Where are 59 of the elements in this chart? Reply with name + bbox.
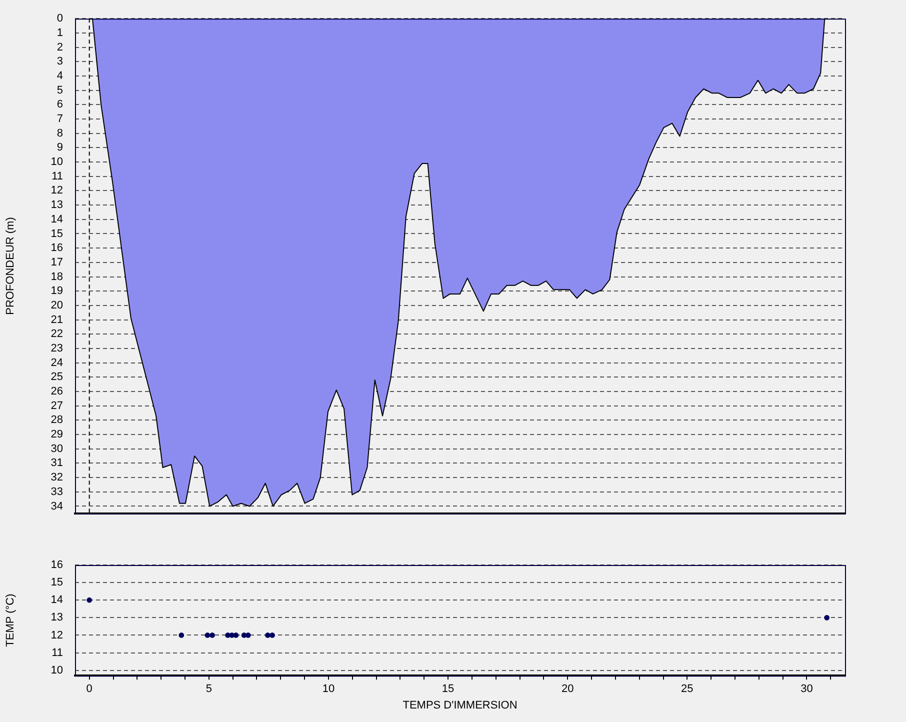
y-tick-label: 1 [56,26,63,39]
y-tick-label: 25 [50,371,63,384]
y-tick-label: 11 [52,646,63,659]
y-tick-label: 29 [50,428,63,441]
y-tick-label: 20 [50,299,63,312]
y-tick-label: 31 [50,457,63,470]
y-tick-label: 26 [50,386,63,398]
y-tick-label: 9 [56,142,63,154]
x-tick-label: 5 [206,683,212,696]
x-tick-label: 25 [681,683,694,696]
y-tick-label: 15 [50,576,63,589]
y-tick-label: 4 [56,70,63,82]
y-tick-label: 16 [50,242,63,254]
y-tick-label: 33 [50,486,63,498]
y-tick-label: 11 [52,170,63,182]
y-tick-label: 17 [50,256,63,268]
y-tick-label: 21 [50,314,63,326]
x-axis-title: TEMPS D'IMMERSION [402,699,518,712]
y-tick-label: 14 [50,213,63,226]
y-tick-label: 7 [56,113,63,126]
y-tick-label: 18 [50,270,63,283]
y-tick-label: 10 [50,156,63,168]
y-tick-label: 5 [56,84,63,96]
y-tick-label: 15 [50,228,63,240]
y-tick-label: 0 [56,12,63,25]
x-tick-label: 30 [800,683,813,696]
y-axis-title: PROFONDEUR (m) [4,217,17,315]
y-tick-label: 19 [50,285,63,298]
x-tick-label: 15 [442,683,454,696]
y-tick-label: 12 [50,184,63,197]
x-tick-label: 20 [561,683,574,696]
point [178,632,184,638]
y-tick-label: 2 [56,41,63,54]
y-tick-label: 27 [50,400,63,412]
y-tick-label: 32 [50,472,63,484]
x-tick-label: 10 [322,683,335,696]
x-tick-label: 0 [86,683,92,696]
point [265,632,270,638]
y-tick-label: 23 [50,342,63,354]
y-axis-title: TEMP (°C) [4,594,17,647]
point [824,614,830,620]
y-tick-label: 12 [50,629,63,642]
point [86,597,92,603]
y-tick-label: 10 [50,664,63,676]
y-tick-label: 8 [56,127,63,140]
y-tick-label: 16 [50,559,63,572]
y-tick-label: 30 [50,442,63,455]
y-tick-label: 13 [50,612,63,624]
y-tick-label: 3 [56,56,63,68]
point [210,632,215,638]
y-tick-label: 24 [50,356,63,369]
point [270,632,275,638]
y-tick-label: 22 [50,328,63,340]
y-tick-label: 13 [50,199,63,212]
point [204,632,210,638]
y-tick-label: 34 [50,500,63,512]
y-tick-label: 6 [56,98,63,111]
y-tick-label: 28 [50,414,63,426]
y-tick-label: 14 [50,594,63,606]
